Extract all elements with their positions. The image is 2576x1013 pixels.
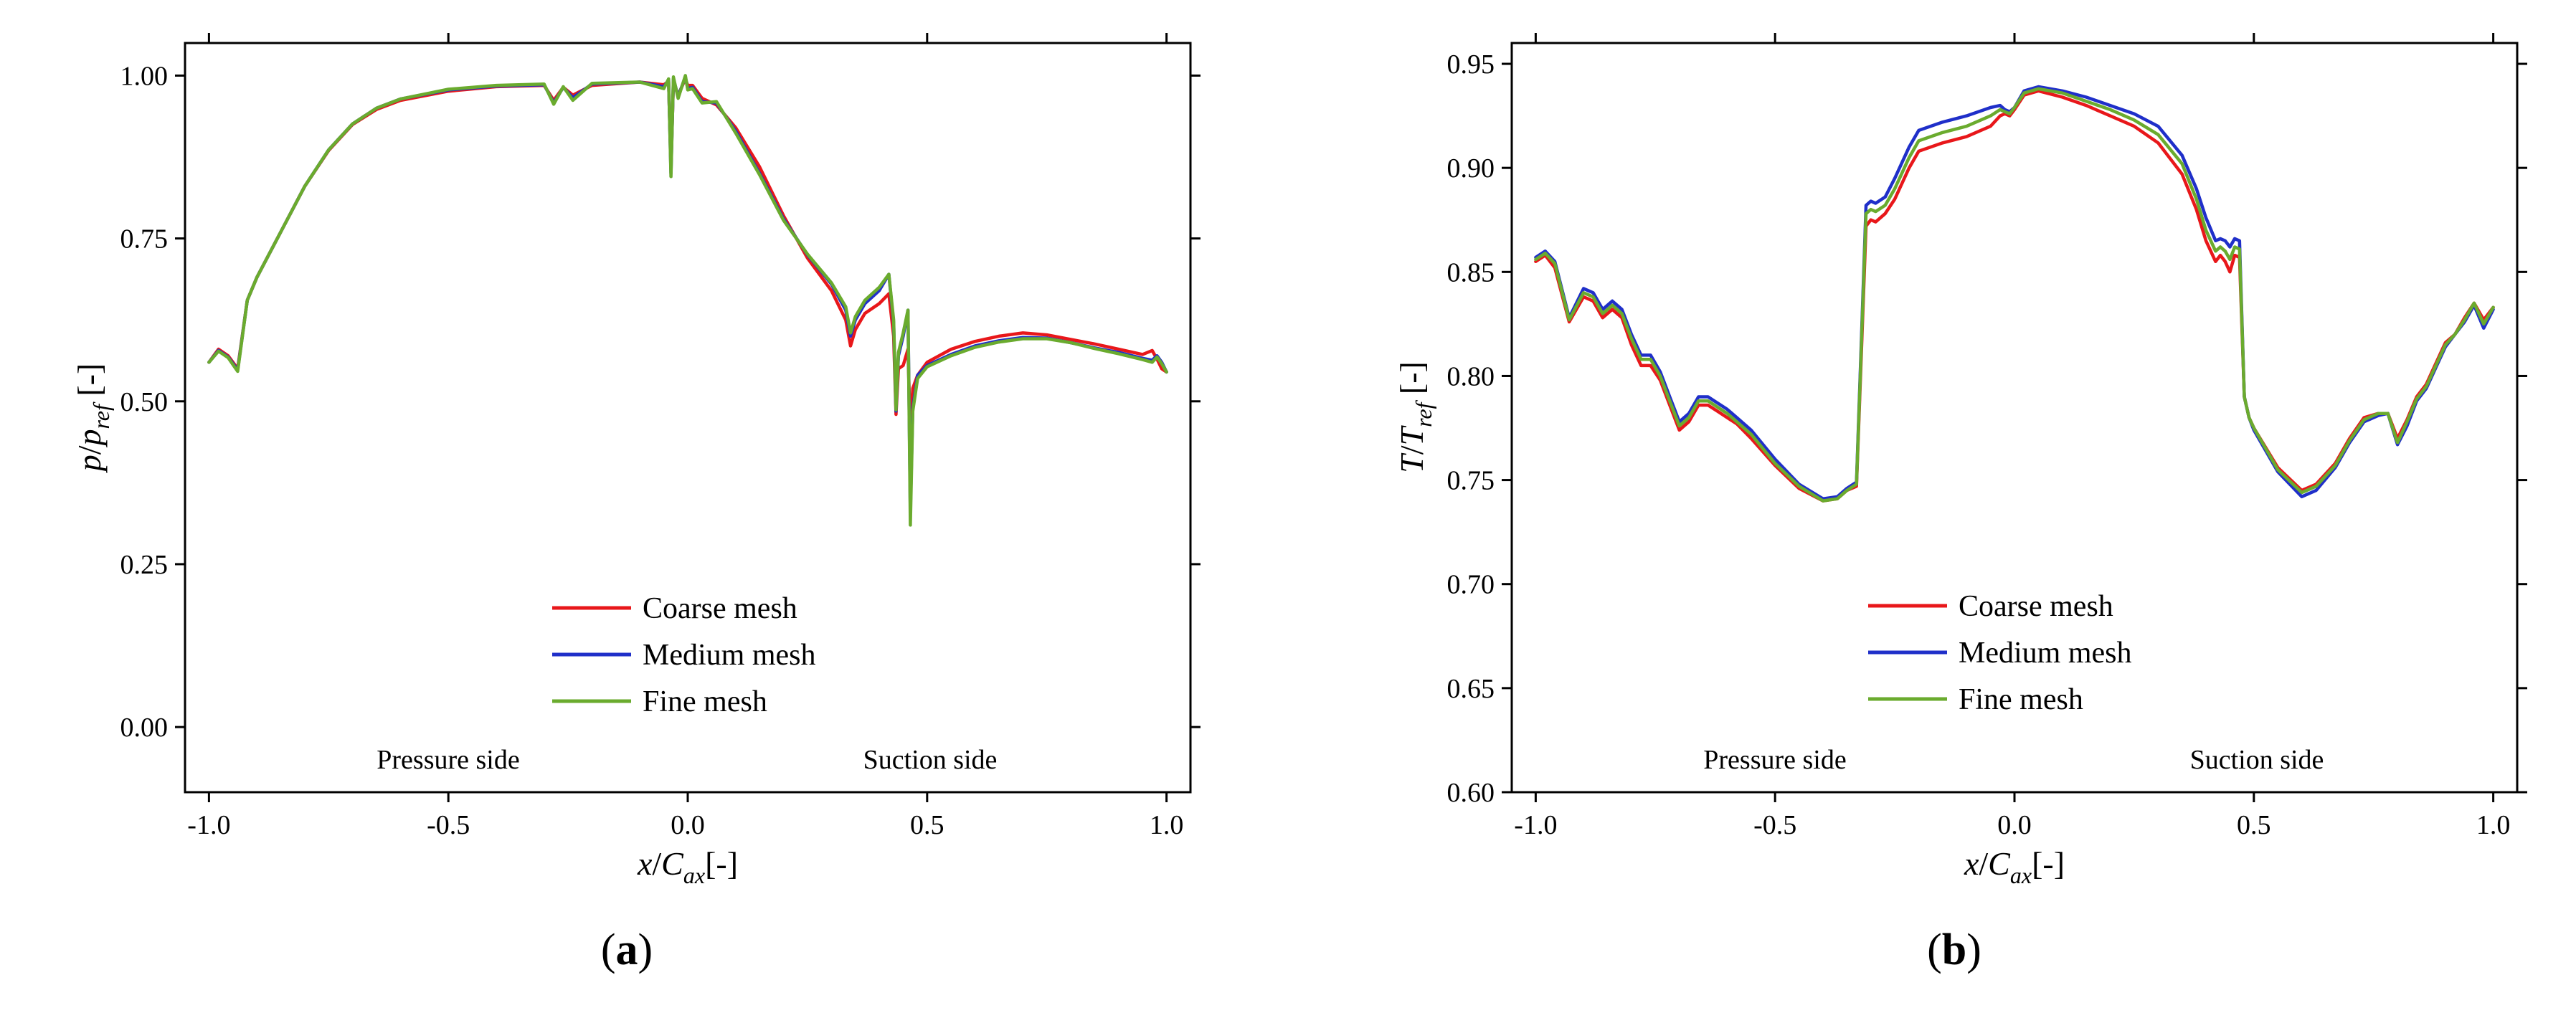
legend-label-medium: Medium mesh — [643, 639, 815, 672]
x-tick-label: 0.5 — [2237, 810, 2271, 840]
legend: Coarse mesh Medium mesh Fine mesh — [1868, 590, 2131, 716]
y-tick-label: 0.75 — [120, 224, 169, 255]
axis-ticks: -1.0 -0.5 0.0 0.5 1.0 0.00 0.25 0.50 0.75 1.00 — [120, 33, 1201, 840]
chart-pressure-ratio: -1.0 -0.5 0.0 0.5 1.0 0.00 0.25 0.50 0.75 1.00 p/… — [71, 33, 1201, 974]
x-tick-label: -1.0 — [1514, 810, 1557, 840]
x-tick-label: 1.0 — [2476, 810, 2511, 840]
series-line-coarse — [207, 77, 1168, 436]
legend-label-fine: Fine mesh — [643, 685, 767, 718]
y-tick-label: 0.75 — [1447, 466, 1495, 496]
y-tick-label: 0.00 — [120, 713, 169, 743]
y-tick-label: 0.50 — [120, 387, 169, 417]
chart-temperature-ratio: -1.0 -0.5 0.0 0.5 1.0 0.60 0.65 0.70 0.75 0.80 0.8… — [1393, 33, 2527, 974]
annotation-pressure-side: Pressure side — [1703, 745, 1846, 775]
panel-label-b: (b) — [1927, 926, 1981, 974]
legend-label-coarse: Coarse mesh — [1959, 590, 2113, 623]
annotation-pressure-side: Pressure side — [377, 745, 519, 775]
axis-ticks: -1.0 -0.5 0.0 0.5 1.0 0.60 0.65 0.70 0.75 0.80 0.8… — [1447, 33, 2527, 840]
series-layer — [1534, 85, 2495, 503]
y-tick-label: 0.85 — [1447, 257, 1495, 287]
y-tick-label: 0.65 — [1447, 674, 1495, 704]
y-tick-label: 0.60 — [1447, 778, 1495, 808]
legend-label-coarse: Coarse mesh — [643, 592, 797, 625]
x-tick-label: 1.0 — [1150, 810, 1184, 840]
legend-label-medium: Medium mesh — [1959, 637, 2131, 670]
x-axis-label: x/Cax[-] — [637, 845, 738, 888]
y-tick-label: 0.90 — [1447, 153, 1495, 184]
series-layer — [207, 74, 1168, 527]
y-tick-label: 0.25 — [120, 550, 169, 580]
y-tick-label: 1.00 — [120, 61, 169, 91]
x-tick-label: -0.5 — [1753, 810, 1796, 840]
series-line-fine — [207, 74, 1168, 527]
plot-frame — [184, 42, 1192, 794]
series-line-fine — [1534, 87, 2495, 503]
y-tick-label: 0.70 — [1447, 570, 1495, 600]
series-line-medium — [207, 75, 1168, 514]
x-tick-label: 0.0 — [671, 810, 705, 840]
y-tick-label: 0.95 — [1447, 49, 1495, 80]
legend: Coarse mesh Medium mesh Fine mesh — [552, 592, 815, 718]
y-axis-label: T/Tref [-] — [1393, 361, 1436, 473]
x-tick-label: -1.0 — [187, 810, 230, 840]
x-tick-label: 0.5 — [910, 810, 944, 840]
x-tick-label: -0.5 — [427, 810, 470, 840]
legend-label-fine: Fine mesh — [1959, 683, 2083, 716]
annotation-suction-side: Suction side — [863, 745, 998, 775]
y-tick-label: 0.80 — [1447, 361, 1495, 391]
x-axis-label: x/Cax[-] — [1964, 845, 2065, 888]
x-tick-label: 0.0 — [1997, 810, 2032, 840]
y-axis-label: p/pref [-] — [71, 363, 114, 474]
annotation-suction-side: Suction side — [2190, 745, 2324, 775]
panel-label-a: (a) — [601, 926, 653, 974]
